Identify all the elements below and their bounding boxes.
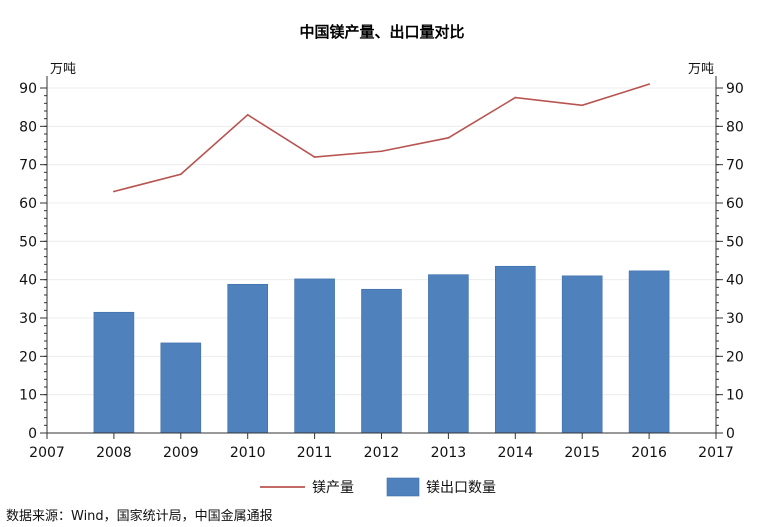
left-tick-label: 40 xyxy=(19,273,37,289)
bar-2012 xyxy=(361,288,402,434)
x-tick-label: 2012 xyxy=(364,445,400,461)
line-point-2016 xyxy=(648,83,650,86)
right-tick-label: 30 xyxy=(726,311,744,327)
right-tick-label: 10 xyxy=(726,388,744,404)
plot-area: 0 10 20 30 40 50 60 70 80 90 0 10 20 30 40 50 60 70 80 90 20… xyxy=(19,76,744,461)
bar-2009 xyxy=(160,342,202,434)
left-tick-label: 50 xyxy=(19,234,37,250)
left-tick-label: 10 xyxy=(19,388,37,404)
x-tick-label: 2008 xyxy=(96,445,132,461)
x-tick-label: 2009 xyxy=(163,445,199,461)
line-point-2010 xyxy=(246,113,249,116)
x-tick-label: 2014 xyxy=(497,445,533,461)
x-tick-label: 2011 xyxy=(297,445,333,461)
line-point-2009 xyxy=(179,173,182,176)
left-tick-label: 20 xyxy=(19,349,37,365)
legend-label-production: 镁产量 xyxy=(312,480,354,496)
bar-2013 xyxy=(428,274,469,434)
line-point-2012 xyxy=(380,150,383,153)
left-tick-label: 80 xyxy=(19,119,37,135)
bar-2016 xyxy=(628,270,670,434)
bar-2008 xyxy=(93,311,135,434)
line-point-2015 xyxy=(581,104,584,107)
x-tick-label: 2015 xyxy=(564,445,600,461)
right-tick-label: 60 xyxy=(726,196,744,212)
line-point-2014 xyxy=(514,96,517,99)
chart-title: 中国镁产量、出口量对比 xyxy=(299,23,464,41)
right-tick-label: 50 xyxy=(726,234,744,250)
legend: 镁产量 镁出口数量 xyxy=(260,477,496,497)
left-tick-label: 60 xyxy=(19,196,37,212)
source-note: 数据来源：Wind，国家统计局，中国金属通报 xyxy=(6,508,273,524)
left-axis-unit: 万吨 xyxy=(50,62,76,77)
right-tick-label: 90 xyxy=(726,81,744,97)
right-tick-label: 70 xyxy=(726,158,744,174)
line-point-2013 xyxy=(447,136,450,139)
x-tick-label: 2010 xyxy=(230,445,266,461)
bar-2014 xyxy=(494,265,536,434)
x-tick-label: 2016 xyxy=(631,445,667,461)
right-tick-label: 0 xyxy=(726,426,735,442)
right-tick-label: 20 xyxy=(726,349,744,365)
bar-2011 xyxy=(294,278,335,434)
left-tick-label: 30 xyxy=(19,311,37,327)
left-tick-label: 0 xyxy=(28,426,37,442)
right-axis-unit: 万吨 xyxy=(688,62,714,77)
x-tick-label: 2013 xyxy=(431,445,467,461)
legend-label-export: 镁出口数量 xyxy=(426,480,496,496)
left-tick-label: 90 xyxy=(19,81,37,97)
line-point-2008 xyxy=(113,190,115,193)
right-tick-label: 80 xyxy=(726,119,744,135)
legend-bar-swatch xyxy=(386,477,420,497)
right-tick-label: 40 xyxy=(726,273,744,289)
bar-2015 xyxy=(561,275,603,434)
left-tick-label: 70 xyxy=(19,158,37,174)
line-point-2011 xyxy=(313,156,316,158)
x-tick-label: 2017 xyxy=(698,445,734,461)
bar-2010 xyxy=(227,283,268,434)
x-tick-label: 2007 xyxy=(29,445,65,461)
line-series-production xyxy=(113,83,650,193)
